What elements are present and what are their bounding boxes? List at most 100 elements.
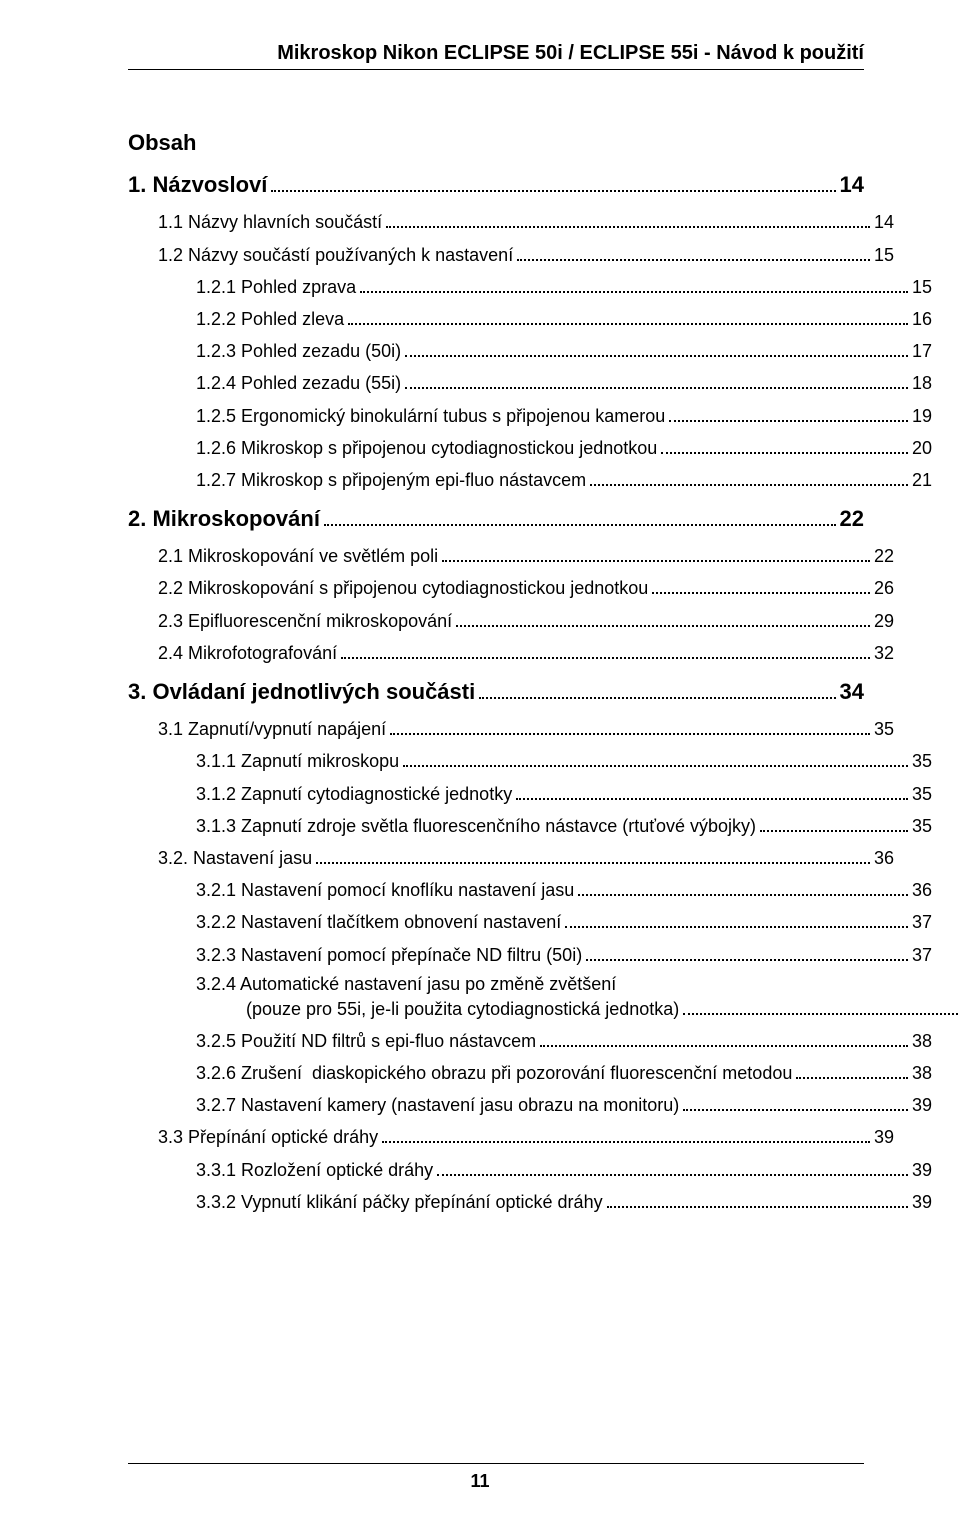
toc-entry: 3. Ovládaní jednotlivých součásti 34 (128, 681, 864, 703)
toc-leader (516, 781, 908, 799)
toc-entry-label: 1.2.3 Pohled zezadu (50i) (196, 342, 401, 360)
toc-entry: 1.2.7 Mikroskop s připojeným epi-fluo ná… (196, 468, 932, 490)
toc-leader (661, 436, 908, 454)
toc-entry: 1.2.4 Pohled zezadu (55i) 18 (196, 371, 932, 393)
toc-entry-label: 3.3.1 Rozložení optické dráhy (196, 1161, 433, 1179)
page: Mikroskop Nikon ECLIPSE 50i / ECLIPSE 55… (0, 0, 960, 1528)
toc-entry-page: 39 (912, 1096, 932, 1114)
toc-entry-label: 3.1.3 Zapnutí zdroje světla fluorescenčn… (196, 817, 756, 835)
toc-leader (796, 1061, 908, 1079)
toc-entry-page: 14 (840, 174, 864, 196)
toc-entry-label: 1.2.7 Mikroskop s připojeným epi-fluo ná… (196, 471, 586, 489)
toc-entry: 3.1.3 Zapnutí zdroje světla fluorescenčn… (196, 814, 932, 836)
toc-leader (760, 814, 908, 832)
toc-entry-label: 3.2. Nastavení jasu (158, 849, 312, 867)
toc-leader (341, 641, 870, 659)
page-number: 11 (0, 1471, 960, 1492)
toc-entry-label: 3.2.6 Zrušení diaskopického obrazu při p… (196, 1064, 792, 1082)
toc-entry: 3.1.2 Zapnutí cytodiagnostické jednotky3… (196, 781, 932, 803)
toc-entry-label: 2.1 Mikroskopování ve světlém poli (158, 547, 438, 565)
toc-entry: 3.3.2 Vypnutí klikání páčky přepínání op… (196, 1190, 932, 1212)
toc-entry-page: 35 (874, 720, 894, 738)
toc-leader (683, 997, 958, 1015)
toc-entry-label: 1.2.5 Ergonomický binokulární tubus s př… (196, 407, 665, 425)
toc-entry-label: 3.1.1 Zapnutí mikroskopu (196, 752, 399, 770)
toc-entry: 3.2.3 Nastavení pomocí přepínače ND filt… (196, 942, 932, 964)
section-heading: Obsah (128, 130, 864, 156)
toc-entry: 3.3.1 Rozložení optické dráhy 39 (196, 1157, 932, 1179)
toc-entry-page: 17 (912, 342, 932, 360)
toc-entry-label: 3.2.7 Nastavení kamery (nastavení jasu o… (196, 1096, 679, 1114)
toc-entry-page: 22 (874, 547, 894, 565)
toc-entry-label: 2.2 Mikroskopování s připojenou cytodiag… (158, 579, 648, 597)
toc-entry-page: 39 (912, 1193, 932, 1211)
toc-entry-label: 3.3.2 Vypnutí klikání páčky přepínání op… (196, 1193, 603, 1211)
footer-rule (128, 1463, 864, 1464)
toc-entry: 3.1 Zapnutí/vypnutí napájení 35 (158, 717, 894, 739)
toc-entry-label: 1.1 Názvy hlavních součástí (158, 213, 382, 231)
toc-leader (382, 1125, 870, 1143)
header-rule (128, 69, 864, 70)
toc-leader (540, 1029, 908, 1047)
toc-entry-label: 3.2.2 Nastavení tlačítkem obnovení nasta… (196, 913, 561, 931)
toc-entry-label: 3. Ovládaní jednotlivých součásti (128, 681, 475, 703)
toc-entry: 1.2.1 Pohled zprava15 (196, 275, 932, 297)
toc-entry: 3.2.4 Automatické nastavení jasu po změn… (196, 975, 932, 993)
toc-entry-page: 15 (874, 246, 894, 264)
toc-leader (390, 717, 870, 735)
toc-entry-page: 34 (840, 681, 864, 703)
toc-entry-label: 1.2 Názvy součástí používaných k nastave… (158, 246, 513, 264)
toc-leader (403, 749, 908, 767)
toc-entry-page: 14 (874, 213, 894, 231)
toc-entry: 3.2.7 Nastavení kamery (nastavení jasu o… (196, 1093, 932, 1115)
toc-leader (324, 508, 836, 526)
toc-entry-page: 39 (912, 1161, 932, 1179)
toc-entry-page: 21 (912, 471, 932, 489)
toc-entry-page: 19 (912, 407, 932, 425)
toc-entry-page: 39 (874, 1128, 894, 1146)
toc-entry: 3.2.6 Zrušení diaskopického obrazu při p… (196, 1061, 932, 1083)
toc-entry-page: 35 (912, 752, 932, 770)
toc-entry-label: 3.2.1 Nastavení pomocí knoflíku nastaven… (196, 881, 574, 899)
toc-entry-page: 35 (912, 785, 932, 803)
toc-entry-page: 22 (840, 508, 864, 530)
toc-entry: 1.2 Názvy součástí používaných k nastave… (158, 242, 894, 264)
toc-entry-page: 32 (874, 644, 894, 662)
toc-entry-page: 36 (912, 881, 932, 899)
toc-entry: 2. Mikroskopování22 (128, 508, 864, 530)
toc-leader (590, 468, 908, 486)
toc-leader (386, 210, 870, 228)
toc-entry-label: 2.3 Epifluorescenční mikroskopování (158, 612, 452, 630)
toc-entry-page: 16 (912, 310, 932, 328)
toc-leader (360, 275, 908, 293)
toc-entry-label: 1.2.4 Pohled zezadu (55i) (196, 374, 401, 392)
toc-entry: 3.2.2 Nastavení tlačítkem obnovení nasta… (196, 910, 932, 932)
toc-entry-label: 1.2.2 Pohled zleva (196, 310, 344, 328)
toc-leader (517, 242, 870, 260)
toc-leader (348, 307, 908, 325)
toc-entry-label: (pouze pro 55i, je-li použita cytodiagno… (246, 1000, 679, 1018)
toc-entry: 2.4 Mikrofotografování 32 (158, 641, 894, 663)
toc-entry-page: 18 (912, 374, 932, 392)
toc-entry: 1.2.3 Pohled zezadu (50i) 17 (196, 339, 932, 361)
toc-entry-page: 35 (912, 817, 932, 835)
toc-entry: 3.2.5 Použití ND filtrů s epi-fluo násta… (196, 1029, 932, 1051)
toc-entry-page: 15 (912, 278, 932, 296)
toc-leader (442, 544, 870, 562)
toc-entry-page: 20 (912, 439, 932, 457)
toc-entry-page: 37 (912, 946, 932, 964)
toc-entry: 2.1 Mikroskopování ve světlém poli 22 (158, 544, 894, 566)
toc-entry-label: 2.4 Mikrofotografování (158, 644, 337, 662)
toc-entry-label: 3.1 Zapnutí/vypnutí napájení (158, 720, 386, 738)
toc-leader (652, 576, 870, 594)
toc-leader (565, 910, 908, 928)
toc-leader (405, 371, 908, 389)
toc-entry: 1.1 Názvy hlavních součástí 14 (158, 210, 894, 232)
toc-leader (405, 339, 908, 357)
toc-entry-label: 1. Názvosloví (128, 174, 267, 196)
toc-entry: 2.2 Mikroskopování s připojenou cytodiag… (158, 576, 894, 598)
toc-entry-page: 38 (912, 1064, 932, 1082)
toc-entry: 3.3 Přepínání optické dráhy 39 (158, 1125, 894, 1147)
toc-entry: 3.2. Nastavení jasu36 (158, 846, 894, 868)
toc-entry-label: 3.3 Přepínání optické dráhy (158, 1128, 378, 1146)
